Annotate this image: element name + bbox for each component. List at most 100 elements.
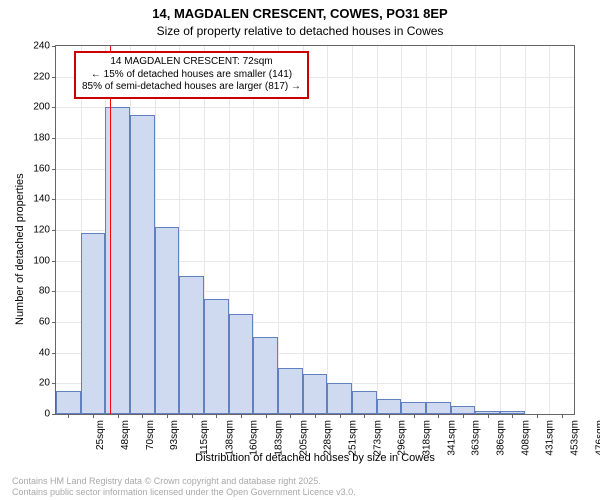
xtick-mark: [192, 414, 193, 418]
xtick-mark: [389, 414, 390, 418]
xtick-mark: [167, 414, 168, 418]
y-axis-label: Number of detached properties: [14, 173, 26, 325]
histogram-bar: [253, 337, 278, 414]
chart-container: 14, MAGDALEN CRESCENT, COWES, PO31 8EP S…: [0, 0, 600, 500]
xtick-label: 363sqm: [471, 420, 482, 456]
histogram-bar: [229, 314, 254, 414]
ytick-mark: [52, 46, 56, 47]
gridline-horizontal: [56, 107, 574, 108]
ytick-mark: [52, 107, 56, 108]
xtick-mark: [118, 414, 119, 418]
xtick-mark: [537, 414, 538, 418]
histogram-bar: [401, 402, 426, 414]
xtick-label: 25sqm: [95, 420, 106, 450]
ytick-label: 200: [33, 102, 50, 113]
histogram-bar: [451, 406, 476, 414]
ytick-mark: [52, 291, 56, 292]
gridline-vertical: [352, 46, 353, 414]
histogram-bar: [426, 402, 451, 414]
histogram-bar: [475, 411, 500, 414]
xtick-label: 476sqm: [594, 420, 600, 456]
histogram-bar: [303, 374, 328, 414]
ytick-label: 220: [33, 71, 50, 82]
ytick-label: 0: [44, 409, 50, 420]
xtick-label: 205sqm: [298, 420, 309, 456]
xtick-mark: [266, 414, 267, 418]
xtick-label: 296sqm: [397, 420, 408, 456]
ytick-label: 240: [33, 41, 50, 52]
xtick-label: 228sqm: [323, 420, 334, 456]
annotation-line-1: 14 MAGDALEN CRESCENT: 72sqm: [82, 56, 301, 69]
ytick-label: 140: [33, 194, 50, 205]
ytick-label: 40: [39, 347, 50, 358]
xtick-mark: [488, 414, 489, 418]
xtick-label: 273sqm: [372, 420, 383, 456]
footer-attribution: Contains HM Land Registry data © Crown c…: [12, 476, 356, 498]
annotation-callout: 14 MAGDALEN CRESCENT: 72sqm← 15% of deta…: [74, 51, 309, 99]
gridline-vertical: [549, 46, 550, 414]
histogram-bar: [204, 299, 229, 414]
histogram-bar: [105, 107, 130, 414]
histogram-bar: [56, 391, 81, 414]
footer-line-2: Contains public sector information licen…: [12, 487, 356, 498]
x-axis-label: Distribution of detached houses by size …: [55, 452, 575, 464]
ytick-mark: [52, 322, 56, 323]
xtick-mark: [142, 414, 143, 418]
ytick-mark: [52, 169, 56, 170]
gridline-vertical: [500, 46, 501, 414]
chart-title-main: 14, MAGDALEN CRESCENT, COWES, PO31 8EP: [0, 6, 600, 21]
histogram-bar: [130, 115, 155, 414]
xtick-mark: [340, 414, 341, 418]
xtick-label: 70sqm: [145, 420, 156, 450]
xtick-label: 453sqm: [570, 420, 581, 456]
xtick-mark: [216, 414, 217, 418]
gridline-vertical: [426, 46, 427, 414]
xtick-mark: [315, 414, 316, 418]
xtick-mark: [438, 414, 439, 418]
xtick-mark: [463, 414, 464, 418]
ytick-label: 180: [33, 133, 50, 144]
gridline-vertical: [401, 46, 402, 414]
xtick-label: 431sqm: [545, 420, 556, 456]
ytick-mark: [52, 199, 56, 200]
ytick-label: 120: [33, 225, 50, 236]
xtick-mark: [68, 414, 69, 418]
ytick-mark: [52, 77, 56, 78]
xtick-label: 408sqm: [520, 420, 531, 456]
ytick-label: 100: [33, 255, 50, 266]
gridline-vertical: [525, 46, 526, 414]
footer-line-1: Contains HM Land Registry data © Crown c…: [12, 476, 356, 487]
xtick-mark: [93, 414, 94, 418]
ytick-mark: [52, 353, 56, 354]
xtick-label: 93sqm: [169, 420, 180, 450]
xtick-label: 160sqm: [249, 420, 260, 456]
property-marker-line: [110, 46, 111, 414]
histogram-bar: [377, 399, 402, 414]
ytick-label: 60: [39, 317, 50, 328]
gridline-vertical: [475, 46, 476, 414]
xtick-label: 341sqm: [446, 420, 457, 456]
histogram-bar: [155, 227, 180, 414]
ytick-label: 160: [33, 163, 50, 174]
annotation-line-3: 85% of semi-detached houses are larger (…: [82, 81, 301, 94]
xtick-label: 318sqm: [422, 420, 433, 456]
histogram-bar: [81, 233, 106, 414]
xtick-mark: [364, 414, 365, 418]
histogram-bar: [500, 411, 525, 414]
chart-title-sub: Size of property relative to detached ho…: [0, 24, 600, 38]
histogram-bar: [179, 276, 204, 414]
xtick-label: 251sqm: [348, 420, 359, 456]
ytick-label: 20: [39, 378, 50, 389]
gridline-vertical: [377, 46, 378, 414]
gridline-vertical: [451, 46, 452, 414]
xtick-label: 386sqm: [496, 420, 507, 456]
xtick-label: 183sqm: [274, 420, 285, 456]
gridline-vertical: [303, 46, 304, 414]
ytick-mark: [52, 230, 56, 231]
gridline-vertical: [327, 46, 328, 414]
xtick-mark: [414, 414, 415, 418]
xtick-mark: [290, 414, 291, 418]
xtick-mark: [512, 414, 513, 418]
histogram-bar: [352, 391, 377, 414]
xtick-label: 138sqm: [224, 420, 235, 456]
